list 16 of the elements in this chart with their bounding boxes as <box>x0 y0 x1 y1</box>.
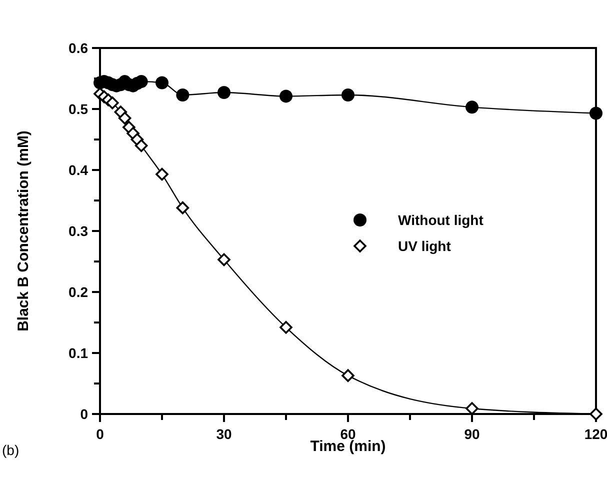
x-tick-label: 120 <box>584 426 607 442</box>
y-tick-label: 0.3 <box>68 222 88 239</box>
y-tick-label: 0.4 <box>68 162 88 178</box>
text: (b) <box>2 442 20 458</box>
y-tick-label: 0 <box>80 406 88 422</box>
legend-label: UV light <box>398 238 452 254</box>
y-tick-label: 0.1 <box>68 344 88 361</box>
y-tick-label: 0.6 <box>68 40 88 56</box>
legend-label: Without light <box>398 212 484 228</box>
y-tick-label: 0.5 <box>68 100 88 117</box>
x-tick-label: 30 <box>216 426 232 442</box>
y-tick-label: 0.2 <box>68 284 88 300</box>
y-axis-title: Black B Concentration (mM) <box>15 130 32 332</box>
x-tick-label: 90 <box>464 426 480 442</box>
x-tick-label: 0 <box>96 426 104 442</box>
x-axis-title: Time (min) <box>310 438 386 455</box>
